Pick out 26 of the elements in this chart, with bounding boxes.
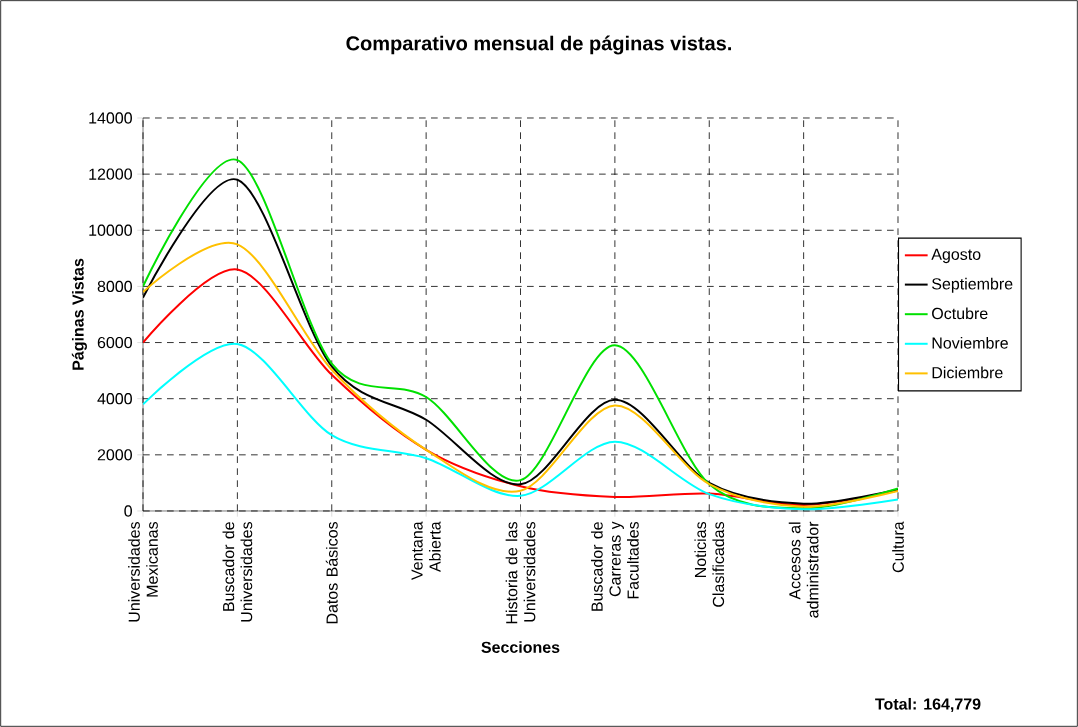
x-tick-label: Accesos al administrador [788,521,819,618]
x-tick-label: Noticias Clasificadas [694,521,725,607]
x-tick-label: Cultura [892,521,904,573]
x-tick-label: Historia de las Universidades [505,521,536,624]
text: Total: 164,779 [875,697,981,713]
y-tick-label: 4000 [97,393,132,405]
x-tick-label: Ventana Abierta [411,521,441,581]
x-tick-label: Universidades Mexicanas [128,521,158,622]
y-tick-label: 6000 [97,336,132,349]
y-tick-label: 12000 [89,168,132,180]
y-tick-label: 8000 [97,280,132,293]
x-tick-label: Datos Básicos [325,521,338,624]
y-tick-label: 10000 [89,224,132,236]
legend-label: Diciembre [932,366,1003,379]
y-tick-label: 0 [124,505,132,517]
legend-label: Noviembre [932,337,1008,349]
x-axis-title: Secciones [481,641,560,653]
y-tick-label: 2000 [97,449,132,461]
y-tick-label: 14000 [89,112,132,124]
legend-label: Octubre [932,307,988,320]
legend-label: Agosto [931,248,981,264]
legend-label: Septiembre [932,277,1013,293]
x-tick-label: Buscador de Carreras y Facultades [591,521,639,611]
chart-title: Comparativo mensual de páginas vistas. [346,35,732,55]
x-tick-label: Buscador de Universidades [222,521,253,622]
y-axis-title: Páginas Vistas [71,258,87,370]
